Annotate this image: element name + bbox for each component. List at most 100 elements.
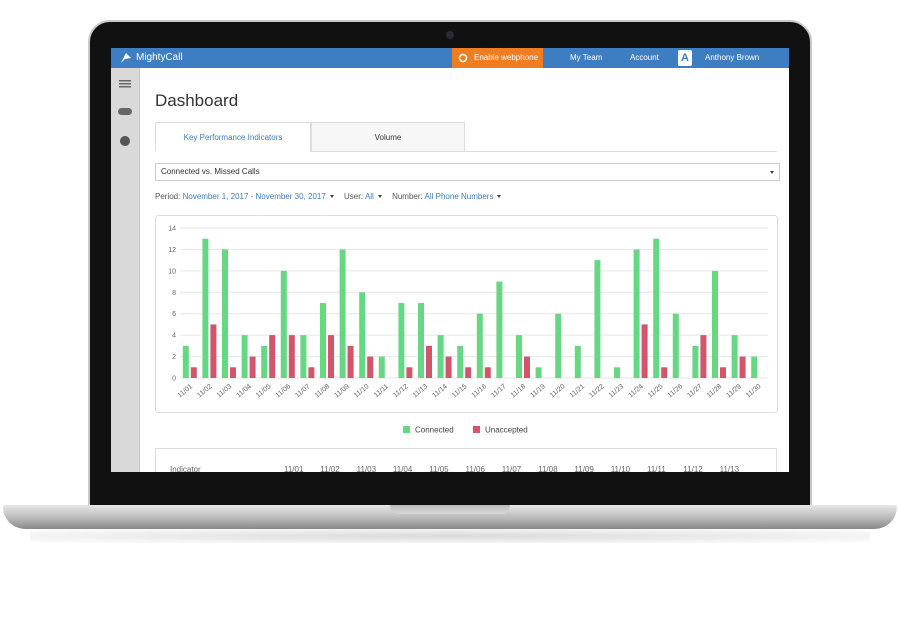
bar xyxy=(739,356,746,378)
bar xyxy=(692,345,699,378)
bar xyxy=(496,281,503,378)
bar xyxy=(426,345,432,378)
filters: Period: November 1, 2017 - November 30, … xyxy=(155,192,509,201)
bar xyxy=(700,335,707,378)
bar xyxy=(280,270,287,378)
table-header-cell: 11/13 xyxy=(719,465,740,472)
table-header-cell: 11/06 xyxy=(465,465,485,472)
filter-value[interactable]: All xyxy=(364,192,374,201)
bar xyxy=(555,313,562,378)
filter-label: User: xyxy=(344,192,364,201)
bar xyxy=(672,313,679,378)
bar xyxy=(574,345,581,378)
caret xyxy=(497,194,502,198)
bar xyxy=(378,356,385,378)
bar xyxy=(210,324,217,378)
table-header-cell: 11/03 xyxy=(356,465,377,472)
avatar[interactable]: A xyxy=(678,50,692,66)
bar xyxy=(524,356,530,378)
legend-label: Unaccepted xyxy=(485,426,528,435)
my-team[interactable]: My Team xyxy=(570,53,603,62)
legend-swatch xyxy=(473,426,480,433)
filter-label: Period: xyxy=(155,192,181,201)
table-header-cell: Indicator xyxy=(170,465,201,472)
webphone-label: Enable webphone xyxy=(474,53,539,62)
bar xyxy=(633,249,640,378)
table-header-cell: 11/08 xyxy=(538,465,558,472)
y-tick-label: 8 xyxy=(172,290,176,297)
bar xyxy=(594,260,601,378)
camera xyxy=(446,31,454,39)
sidebar xyxy=(111,68,140,472)
headset-icon xyxy=(458,53,468,63)
table-header-cell: 11/05 xyxy=(429,465,449,472)
bar xyxy=(241,335,248,378)
bar xyxy=(308,367,315,378)
filter-label: Number: xyxy=(392,192,423,201)
table-header-cell: 11/09 xyxy=(574,465,594,472)
bar xyxy=(641,324,648,378)
legend-swatch xyxy=(403,426,410,433)
table-header-cell: 11/02 xyxy=(320,465,340,472)
y-tick-label: 0 xyxy=(172,376,176,383)
select-value: Connected vs. Missed Calls xyxy=(161,167,260,176)
bar xyxy=(359,292,366,378)
bar xyxy=(398,303,405,378)
y-tick-label: 10 xyxy=(168,268,176,275)
y-tick-label: 4 xyxy=(172,333,176,340)
tab[interactable]: Volume xyxy=(311,122,465,152)
bar xyxy=(476,313,483,378)
bar xyxy=(347,345,354,378)
bar xyxy=(516,335,522,378)
bar xyxy=(190,367,197,378)
bar xyxy=(222,249,228,378)
data-table: Indicator 11/01 11/02 11/03 11/04 11/05 11/06 1… xyxy=(155,448,777,472)
bar xyxy=(182,345,189,378)
bar xyxy=(661,367,668,378)
top-bar: MightyCall Enable webphone My Team Accou… xyxy=(111,48,789,68)
legend-label: Connected xyxy=(415,426,454,435)
bar xyxy=(300,335,307,378)
bar xyxy=(712,270,718,378)
tab[interactable]: Key Performance Indicators xyxy=(155,122,311,152)
table-header-cell: 11/07 xyxy=(501,465,522,472)
bar xyxy=(437,335,444,378)
page-title: Dashboard xyxy=(155,91,239,110)
bar xyxy=(320,303,326,378)
y-tick-label: 14 xyxy=(168,226,176,233)
y-tick-label: 6 xyxy=(172,311,176,318)
bar xyxy=(261,345,268,378)
enable-webphone-button[interactable]: Enable webphone xyxy=(452,48,543,68)
table-header-cell: 11/11 xyxy=(647,465,666,472)
bar xyxy=(720,367,726,378)
laptop-notch xyxy=(390,505,510,514)
table-header-cell: 11/10 xyxy=(610,465,631,472)
tab-line xyxy=(155,151,777,152)
bar xyxy=(339,249,346,378)
filter-value[interactable]: November 1, 2017 - November 30, 2017 xyxy=(182,192,326,201)
screen: MightyCall Enable webphone My Team Accou… xyxy=(111,48,789,472)
bar xyxy=(202,238,209,378)
bar xyxy=(230,367,236,378)
bar xyxy=(367,356,374,378)
bar xyxy=(249,356,256,378)
bar xyxy=(731,335,738,378)
filter-value[interactable]: All Phone Numbers xyxy=(424,192,494,201)
table-header-cell: 11/12 xyxy=(683,465,703,472)
caret xyxy=(770,171,774,174)
bar xyxy=(418,303,424,378)
bar xyxy=(465,367,472,378)
bar xyxy=(484,367,491,378)
shadow xyxy=(30,529,870,543)
bar xyxy=(751,356,758,378)
sidebar-icons xyxy=(118,80,132,146)
caret xyxy=(329,194,334,198)
report-select[interactable]: Connected vs. Missed Calls xyxy=(155,163,780,181)
bar xyxy=(269,335,276,378)
bar xyxy=(328,335,334,378)
user-name[interactable]: Anthony Brown xyxy=(705,53,760,62)
account-menu[interactable]: Account xyxy=(630,53,659,62)
caret xyxy=(377,194,382,198)
